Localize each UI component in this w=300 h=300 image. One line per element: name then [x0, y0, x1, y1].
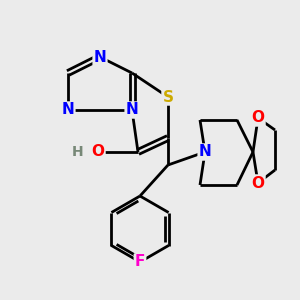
Text: O: O: [251, 176, 265, 190]
Text: N: N: [199, 145, 212, 160]
Text: O: O: [92, 145, 104, 160]
Text: H: H: [72, 145, 84, 159]
Text: F: F: [135, 254, 145, 269]
Text: O: O: [251, 110, 265, 125]
Text: N: N: [61, 103, 74, 118]
Text: N: N: [94, 50, 106, 64]
Text: S: S: [163, 89, 173, 104]
Text: N: N: [126, 103, 138, 118]
